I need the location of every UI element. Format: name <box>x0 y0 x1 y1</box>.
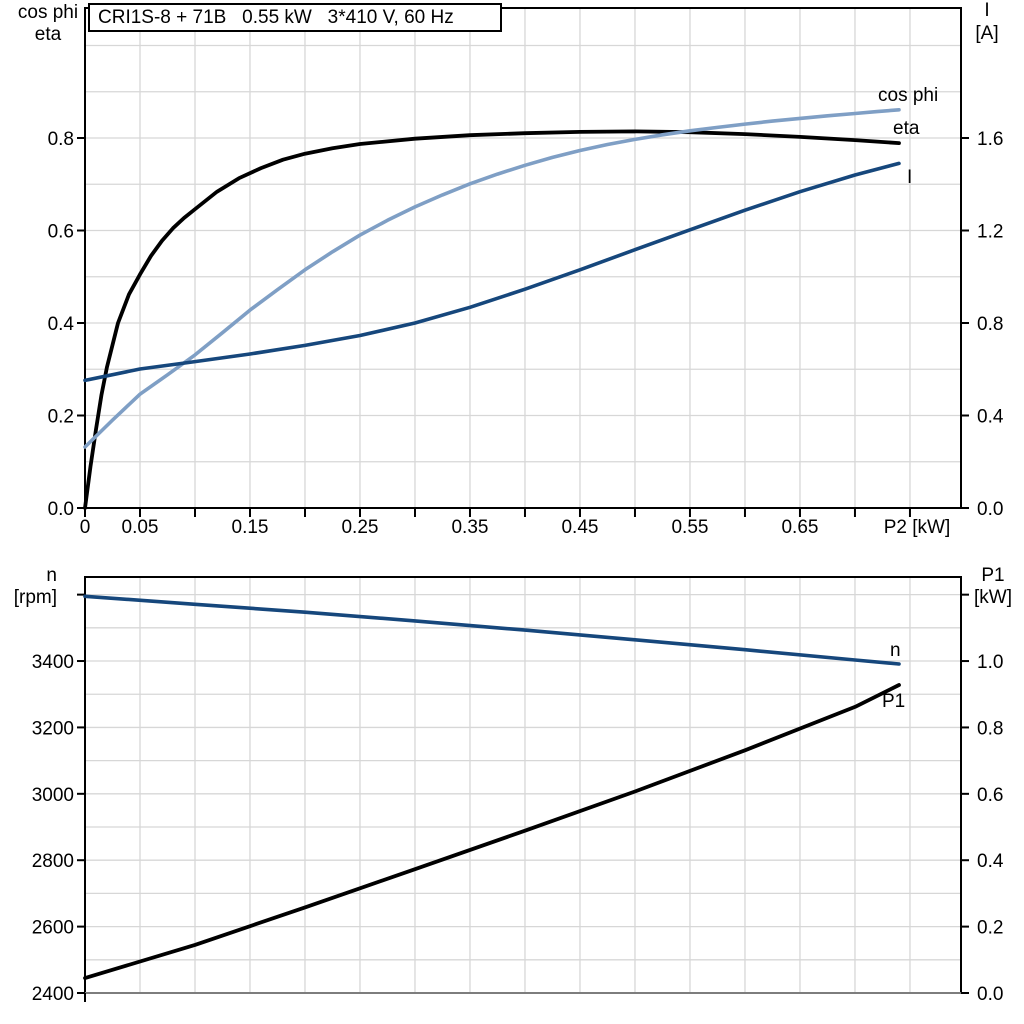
top-chart-left-tick-label: 0.8 <box>48 129 74 150</box>
top-chart-curve-label-cos-phi: cos phi <box>878 85 938 106</box>
top-chart-left-tick-label: 0.2 <box>48 407 74 428</box>
top-chart-curve-cos-phi <box>83 108 901 449</box>
top-chart-right-axis-title: [A] <box>975 23 998 44</box>
bottom-chart-curve-n <box>83 594 901 666</box>
top-chart-left-axis-title: eta <box>35 24 62 45</box>
bottom-chart-left-axis-title: [rpm] <box>14 587 57 608</box>
bottom-chart-plot-frame <box>84 576 962 994</box>
top-chart-curve-I <box>83 161 901 383</box>
top-chart-x-tick-label: 0.55 <box>671 517 708 538</box>
bottom-chart-right-tick-label: 0.6 <box>977 785 1003 806</box>
top-chart-x-tick-label: 0.05 <box>122 517 159 538</box>
bottom-chart-left-tick-label: 3200 <box>32 718 74 739</box>
top-chart-left-tick-label: 0.6 <box>48 222 74 243</box>
top-chart-curve-eta <box>83 129 901 510</box>
chart-title: CRI1S-8 + 71B 0.55 kW 3*410 V, 60 Hz <box>98 6 454 28</box>
bottom-chart-left-tick-label: 2800 <box>32 851 74 872</box>
top-chart-x-tick-label: 0.15 <box>232 517 269 538</box>
top-chart-x-tick-label: 0.45 <box>561 517 598 538</box>
bottom-chart-right-tick-label: 0.2 <box>977 918 1003 939</box>
bottom-chart-curve-label-P1: P1 <box>882 691 905 712</box>
bottom-chart-right-tick-label: 0.8 <box>977 718 1003 739</box>
top-chart-curve-label-I: I <box>907 167 912 188</box>
bottom-chart-curve-label-n: n <box>890 640 901 661</box>
top-chart-left-tick-label: 0.4 <box>48 314 75 335</box>
bottom-chart-left-tick-label: 2600 <box>32 918 74 939</box>
bottom-chart-curve-P1 <box>83 683 901 980</box>
top-chart-x-tick-label: 0.35 <box>451 517 488 538</box>
bottom-chart-right-tick-label: 0.0 <box>977 984 1003 1005</box>
top-chart-x-axis-label: P2 [kW] <box>884 517 951 538</box>
bottom-chart-left-axis-title: n <box>46 565 57 586</box>
top-chart-left-tick-label: 0.0 <box>48 499 74 520</box>
bottom-chart-left-tick-label: 3000 <box>32 785 74 806</box>
bottom-chart-right-tick-label: 0.4 <box>977 851 1004 872</box>
top-chart-x-tick-label: 0.25 <box>341 517 378 538</box>
top-chart-right-axis-title: I <box>984 0 989 21</box>
top-chart-x-tick-label: 0 <box>80 517 91 538</box>
bottom-chart-right-axis-title: [kW] <box>974 587 1012 608</box>
top-chart-curve-label-eta: eta <box>893 118 920 139</box>
bottom-chart-right-tick-label: 1.0 <box>977 652 1003 673</box>
bottom-chart-left-tick-label: 2400 <box>32 984 74 1005</box>
top-chart-right-tick-label: 0.0 <box>977 499 1003 520</box>
top-chart-right-tick-label: 1.2 <box>977 222 1003 243</box>
bottom-chart-left-tick-label: 3400 <box>32 652 74 673</box>
top-chart-right-tick-label: 0.8 <box>977 314 1003 335</box>
top-chart-left-axis-title: cos phi <box>18 2 78 23</box>
top-chart-plot-frame <box>84 7 962 509</box>
top-chart-x-tick-label: 0.65 <box>781 517 818 538</box>
top-chart-right-tick-label: 1.6 <box>977 129 1003 150</box>
top-chart-right-tick-label: 0.4 <box>977 407 1004 428</box>
title-box: CRI1S-8 + 71B 0.55 kW 3*410 V, 60 Hz <box>88 3 502 32</box>
bottom-chart-right-axis-title: P1 <box>981 565 1004 586</box>
